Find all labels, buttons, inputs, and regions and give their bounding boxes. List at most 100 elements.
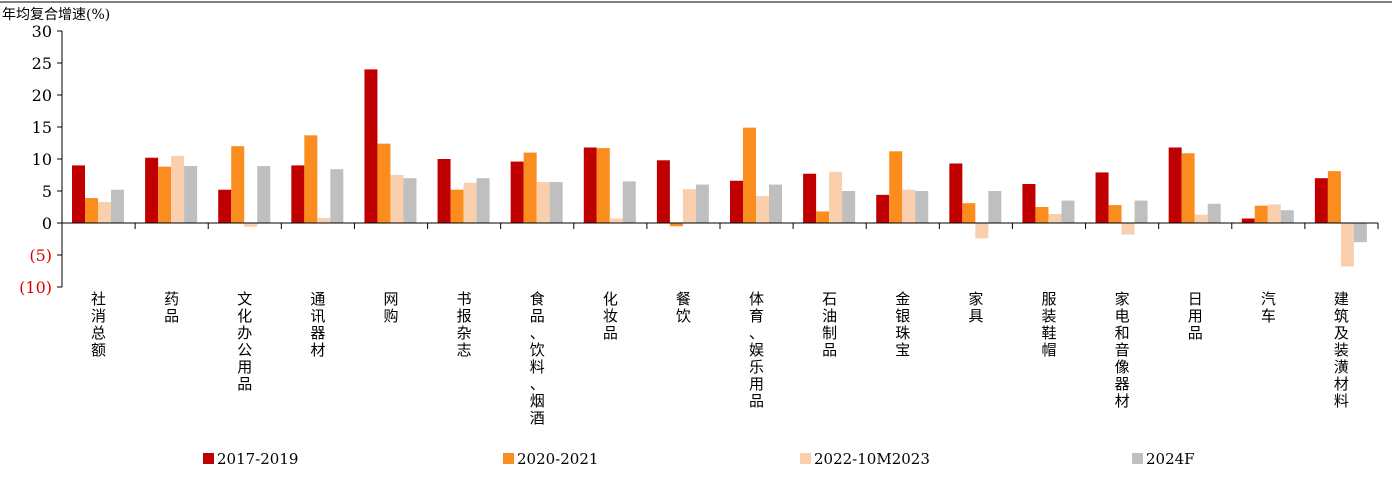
- category-labels: 社消总额 药品 文化办公用品 通讯器材 网购 书报杂志 食品、饮料、烟酒 化妆品 餐饮 体育、娱乐…: [91, 290, 1349, 427]
- bar: [257, 166, 271, 223]
- x-category-label: 化妆品: [603, 290, 618, 342]
- bar: [842, 191, 856, 223]
- bar: [1035, 207, 1049, 223]
- bar: [1022, 183, 1036, 223]
- bar: [231, 146, 245, 223]
- bar: [317, 217, 331, 223]
- x-category-label: 建筑及装潢材料: [1334, 290, 1349, 410]
- bar: [158, 166, 172, 223]
- bar: [695, 184, 709, 223]
- bar: [803, 173, 817, 223]
- bar: [330, 169, 344, 223]
- bar: [463, 182, 477, 223]
- bar: [949, 163, 963, 223]
- bar: [184, 166, 198, 223]
- bar: [1134, 200, 1148, 223]
- bar: [145, 157, 159, 223]
- legend-label: 2017-2019: [217, 450, 298, 468]
- bar: [902, 189, 916, 223]
- bar: [1181, 153, 1195, 223]
- bar: [364, 69, 378, 224]
- bar: [769, 184, 782, 223]
- legend: 2017-2019 2020-2021 2022-10M2023 2024F: [203, 450, 1195, 468]
- y-tick-label: (5): [29, 246, 52, 265]
- bar: [98, 201, 111, 223]
- bar: [523, 152, 537, 223]
- bar: [377, 143, 391, 223]
- bar: [583, 147, 597, 223]
- bar: [889, 151, 903, 223]
- bar: [1280, 210, 1294, 223]
- bar: [1327, 171, 1341, 223]
- y-tick-label: 30: [32, 22, 52, 41]
- bar: [1194, 214, 1208, 223]
- bar: [988, 191, 1002, 223]
- bar: [682, 189, 696, 223]
- y-tick-label: 25: [32, 54, 52, 73]
- bar: [450, 189, 464, 223]
- y-tick-label: 15: [32, 118, 52, 137]
- x-category-label: 社消总额: [91, 290, 106, 359]
- legend-swatch: [503, 453, 514, 464]
- y-tick-label: 10: [32, 150, 52, 169]
- bar: [403, 178, 417, 223]
- bar: [476, 178, 490, 223]
- x-category-label: 书报杂志: [457, 290, 472, 359]
- bar: [1241, 218, 1255, 223]
- x-axis: [61, 222, 1379, 229]
- y-tick-label: 0: [42, 214, 52, 233]
- bar: [1353, 223, 1367, 243]
- bar: [1267, 204, 1281, 223]
- bar: [1314, 178, 1328, 223]
- bar: [622, 181, 636, 223]
- bar: [756, 196, 769, 223]
- bar: [1207, 203, 1221, 223]
- x-category-label: 汽车: [1261, 290, 1276, 325]
- legend-swatch: [800, 453, 811, 464]
- x-category-label: 网购: [383, 290, 398, 325]
- x-category-label: 家电和音像器材: [1115, 290, 1130, 410]
- x-category-label: 日用品: [1188, 290, 1203, 342]
- legend-swatch: [203, 453, 214, 464]
- bar: [656, 160, 670, 223]
- x-category-label: 食品、饮料、烟酒: [530, 290, 545, 427]
- bar: [1168, 147, 1182, 223]
- bar: [510, 161, 524, 223]
- bar: [85, 198, 98, 223]
- bar: [111, 189, 124, 223]
- bar: [171, 155, 185, 223]
- x-category-label: 药品: [164, 290, 179, 325]
- x-category-label: 餐饮: [676, 290, 691, 325]
- x-category-label: 文化办公用品: [237, 290, 252, 393]
- bar: [437, 159, 451, 223]
- bar: [609, 218, 623, 223]
- bar: [1061, 200, 1075, 223]
- x-category-label: 通讯器材: [310, 290, 325, 359]
- bar: [596, 148, 610, 223]
- x-category-label: 服装鞋帽: [1041, 290, 1056, 359]
- y-tick-label: 5: [42, 182, 52, 201]
- bar: [549, 182, 563, 223]
- bar: [390, 175, 404, 223]
- bar: [876, 194, 890, 223]
- legend-label: 2020-2021: [517, 450, 598, 468]
- bar: [743, 127, 756, 223]
- legend-swatch: [1132, 453, 1143, 464]
- bar: [536, 182, 550, 223]
- bar-marks: [72, 69, 1367, 267]
- bar: [1340, 223, 1354, 267]
- legend-label: 2024F: [1146, 450, 1195, 468]
- x-category-label: 体育、娱乐用品: [749, 290, 764, 410]
- bar: [72, 165, 85, 223]
- bar: [304, 135, 318, 223]
- bar: [962, 203, 976, 223]
- bar: [975, 223, 989, 239]
- bar: [1254, 205, 1268, 223]
- bar: [1108, 205, 1122, 223]
- bar: [669, 223, 683, 227]
- bar: [244, 223, 258, 227]
- bar: [730, 180, 743, 223]
- bar: [1121, 223, 1135, 235]
